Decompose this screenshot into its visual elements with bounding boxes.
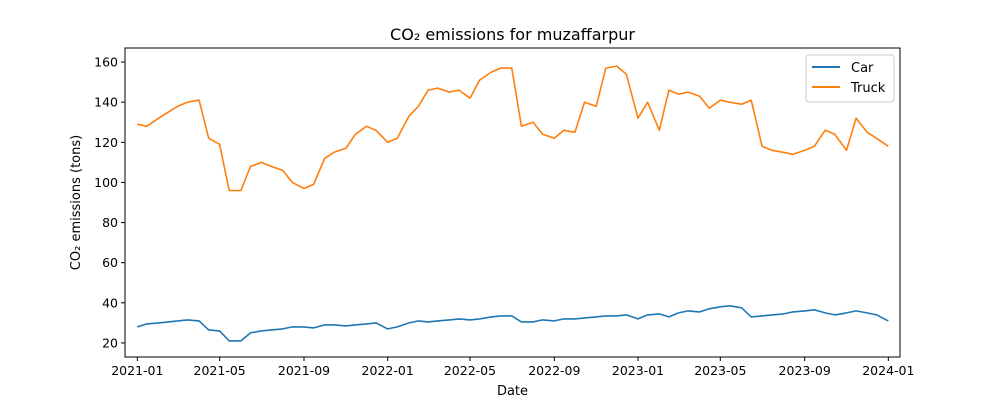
y-axis: 20 40 60 80 100 120 140 160 bbox=[94, 55, 125, 350]
y-tick-label: 20 bbox=[102, 335, 118, 350]
y-tick-label: 60 bbox=[102, 255, 118, 270]
x-tick-label: 2022-09 bbox=[528, 363, 580, 378]
y-axis-label: CO₂ emissions (tons) bbox=[69, 135, 84, 270]
y-tick-label: 40 bbox=[102, 295, 118, 310]
x-tick-label: 2021-01 bbox=[111, 363, 163, 378]
x-tick-label: 2021-09 bbox=[278, 363, 330, 378]
y-tick-label: 140 bbox=[94, 95, 118, 110]
y-tick-label: 100 bbox=[94, 175, 118, 190]
y-tick-label: 160 bbox=[94, 55, 118, 70]
legend: Car Truck bbox=[805, 54, 895, 103]
x-tick-label: 2022-01 bbox=[362, 363, 414, 378]
chart-title: CO₂ emissions for muzaffarpur bbox=[390, 25, 635, 44]
x-axis: 2021-01 2021-05 2021-09 2022-01 2022-05 2022-… bbox=[111, 357, 914, 378]
plot-frame bbox=[124, 47, 901, 358]
x-tick-label: 2022-05 bbox=[444, 363, 496, 378]
legend-label-truck: Truck bbox=[850, 81, 886, 96]
x-tick-label: 2021-05 bbox=[194, 363, 246, 378]
x-tick-label: 2023-09 bbox=[779, 363, 831, 378]
x-tick-label: 2023-05 bbox=[694, 363, 746, 378]
legend-label-car: Car bbox=[851, 61, 874, 76]
x-tick-label: 2024-01 bbox=[862, 363, 914, 378]
y-tick-label: 80 bbox=[102, 215, 118, 230]
plot-area bbox=[137, 65, 889, 342]
x-axis-label: Date bbox=[497, 384, 528, 399]
series-line-car bbox=[137, 304, 889, 342]
y-tick-label: 120 bbox=[94, 135, 118, 150]
series-line-truck bbox=[137, 65, 889, 192]
x-tick-label: 2023-01 bbox=[612, 363, 664, 378]
